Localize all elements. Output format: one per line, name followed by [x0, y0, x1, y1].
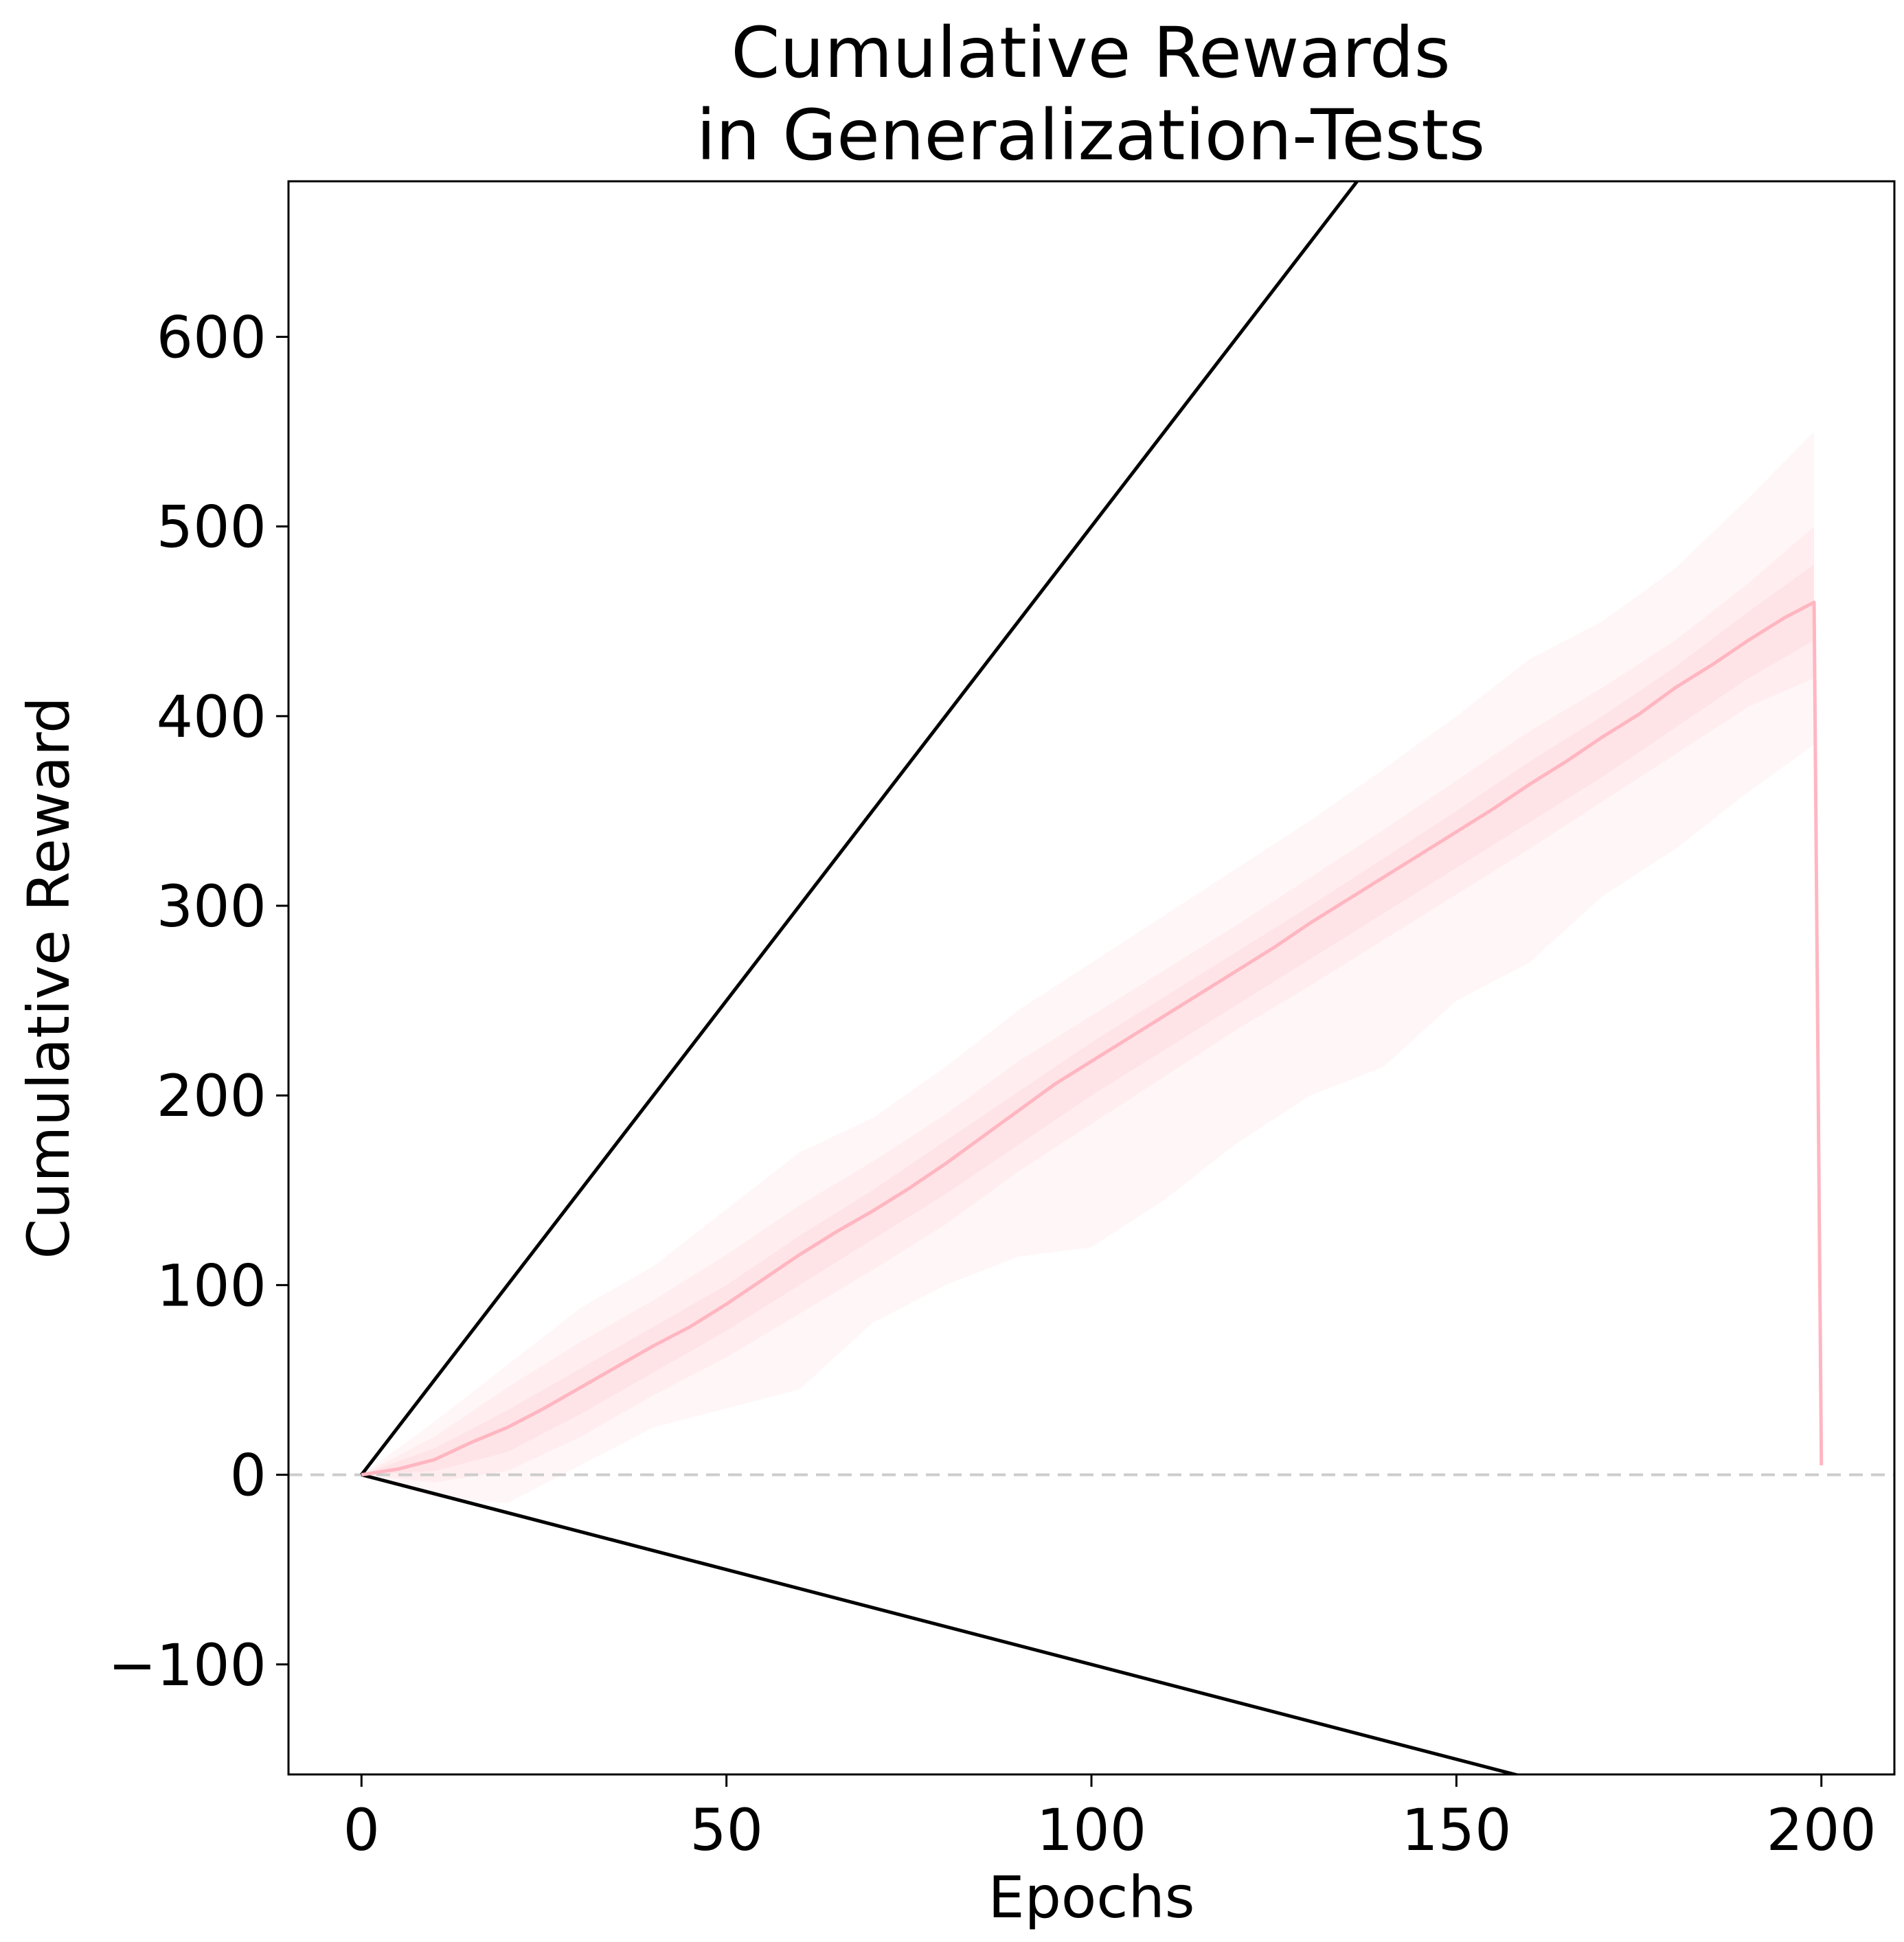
- y-tick-label: 100: [157, 1252, 267, 1319]
- y-tick-label: −100: [108, 1632, 267, 1699]
- y-tick-label: 0: [230, 1442, 267, 1509]
- mean-reward-line: [361, 600, 1824, 1477]
- x-tick-label: 0: [343, 1796, 380, 1864]
- y-axis-label: Cumulative Reward: [15, 697, 82, 1259]
- chart-title-line-2: in Generalization-Tests: [696, 95, 1486, 176]
- x-tick-label: 100: [1036, 1796, 1146, 1864]
- x-axis: 0 50 100 150 200: [343, 1774, 1877, 1864]
- x-tick-label: 150: [1401, 1796, 1511, 1864]
- x-tick-label: 200: [1767, 1796, 1877, 1864]
- confidence-band-1: [361, 431, 1815, 1504]
- x-tick-label: 50: [690, 1796, 763, 1864]
- y-axis: −100 0 100 200 300 400 500 600: [108, 304, 288, 1699]
- y-tick-label: 200: [157, 1062, 267, 1130]
- x-axis-label: Epochs: [988, 1864, 1195, 1931]
- y-tick-label: 500: [157, 494, 267, 561]
- y-tick-label: 300: [157, 873, 267, 940]
- lower-bound-line: [361, 1473, 1522, 1774]
- chart-title-line-1: Cumulative Rewards: [731, 12, 1451, 94]
- y-tick-label: 400: [157, 683, 267, 751]
- plot-area: [288, 181, 1894, 1774]
- upper-bound-line: [360, 181, 1359, 1476]
- y-tick-label: 600: [157, 304, 267, 371]
